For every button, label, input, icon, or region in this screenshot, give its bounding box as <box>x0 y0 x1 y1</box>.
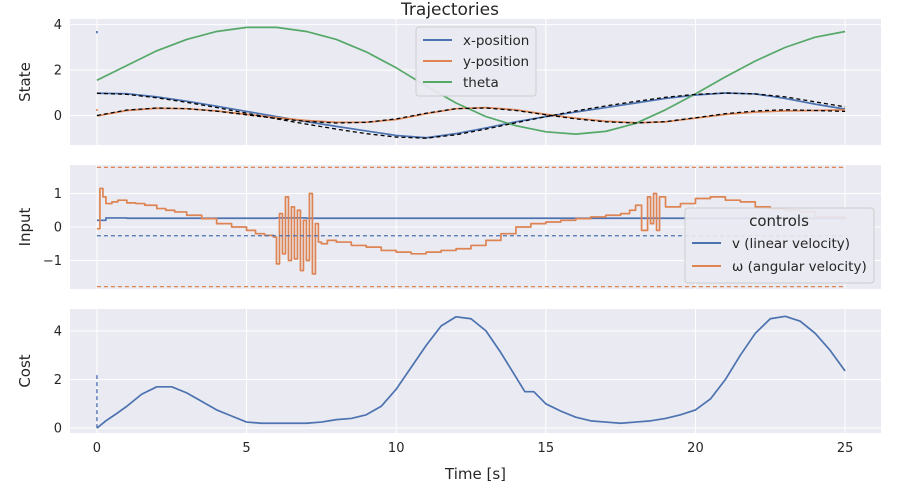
x-tick-label: 20 <box>687 441 704 456</box>
y-tick-label: 0 <box>54 221 62 236</box>
legend-label-angular-velocity: ω (angular velocity) <box>732 259 867 275</box>
x-tick-label: 25 <box>837 441 854 456</box>
y-axis-label: Cost <box>16 354 34 387</box>
series-line-y-position <box>96 106 846 124</box>
figure-title: Trajectories <box>400 0 499 20</box>
y-tick-label: 0 <box>54 109 62 124</box>
y-axis-label: State <box>16 62 34 102</box>
series-line-angular-velocity <box>96 187 847 275</box>
legend-label-linear-velocity: v (linear velocity) <box>732 236 850 252</box>
legend-title-controls: controls <box>749 212 809 230</box>
y-tick-label: 2 <box>54 64 62 79</box>
series-line-0-3 <box>96 92 846 139</box>
x-axis-label: Time [s] <box>444 465 506 483</box>
series-line-theta <box>96 26 846 135</box>
legend-label-x-position: x-position <box>463 33 529 49</box>
legend-label-theta: theta <box>463 75 499 91</box>
x-tick-label: 10 <box>388 441 405 456</box>
axes-background <box>70 309 881 433</box>
y-axis-label: Input <box>16 207 34 246</box>
state-legend: x-position y-position theta <box>415 26 537 97</box>
x-tick-label: 0 <box>93 441 101 456</box>
input-legend: controls v (linear velocity) ω (angular … <box>684 207 875 284</box>
legend-label-y-position: y-position <box>463 54 529 70</box>
y-tick-label: −1 <box>43 254 62 269</box>
cost-axes: 0 2 4 0 5 10 15 20 25 Cost <box>16 309 881 456</box>
x-tick-label: 5 <box>242 441 250 456</box>
y-tick-label: 1 <box>54 187 62 202</box>
y-tick-label: 4 <box>54 18 62 33</box>
y-tick-label: 0 <box>54 422 62 437</box>
series-line-2-0 <box>96 315 846 429</box>
y-tick-label: 2 <box>54 373 62 388</box>
x-tick-label: 15 <box>538 441 555 456</box>
y-tick-label: 4 <box>54 324 62 339</box>
